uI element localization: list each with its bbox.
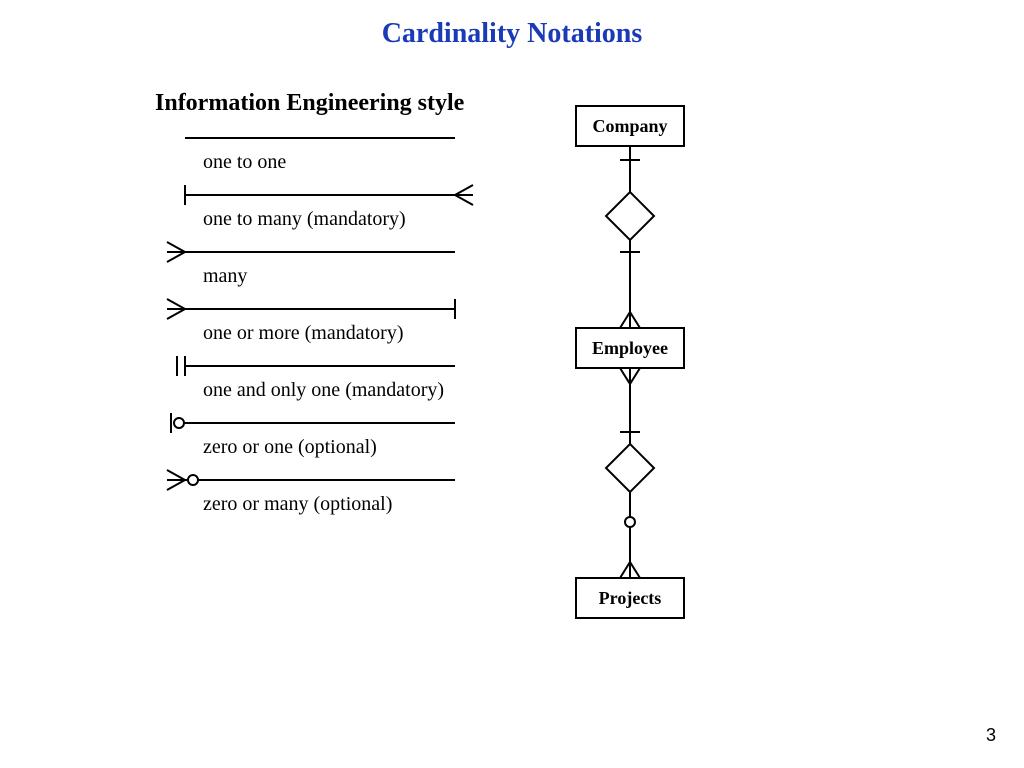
entity-label: Company (592, 116, 667, 136)
notation-label: one to many (mandatory) (203, 208, 495, 231)
notation-row: many (155, 237, 495, 288)
notation-label: many (203, 265, 495, 288)
notation-legend: Information Engineering style one to one… (155, 90, 495, 516)
notation-label: one and only one (mandatory) (203, 379, 495, 402)
legend-heading: Information Engineering style (155, 90, 495, 117)
notation-label: zero or one (optional) (203, 436, 495, 459)
slide-title: Cardinality Notations (0, 18, 1024, 50)
notation-row: one to many (mandatory) (155, 180, 495, 231)
notation-label: one or more (mandatory) (203, 322, 495, 345)
page-number: 3 (986, 725, 996, 746)
entity-label: Projects (599, 588, 662, 608)
er-diagram: Company Employee Projects (530, 98, 730, 658)
notation-row: one and only one (mandatory) (155, 351, 495, 402)
notation-row: one to one (155, 123, 495, 174)
notation-label: zero or many (optional) (203, 493, 495, 516)
entity-label: Employee (592, 338, 668, 358)
notation-label: one to one (203, 151, 495, 174)
notation-row: zero or one (optional) (155, 408, 495, 459)
notation-row: one or more (mandatory) (155, 294, 495, 345)
notation-row: zero or many (optional) (155, 465, 495, 516)
